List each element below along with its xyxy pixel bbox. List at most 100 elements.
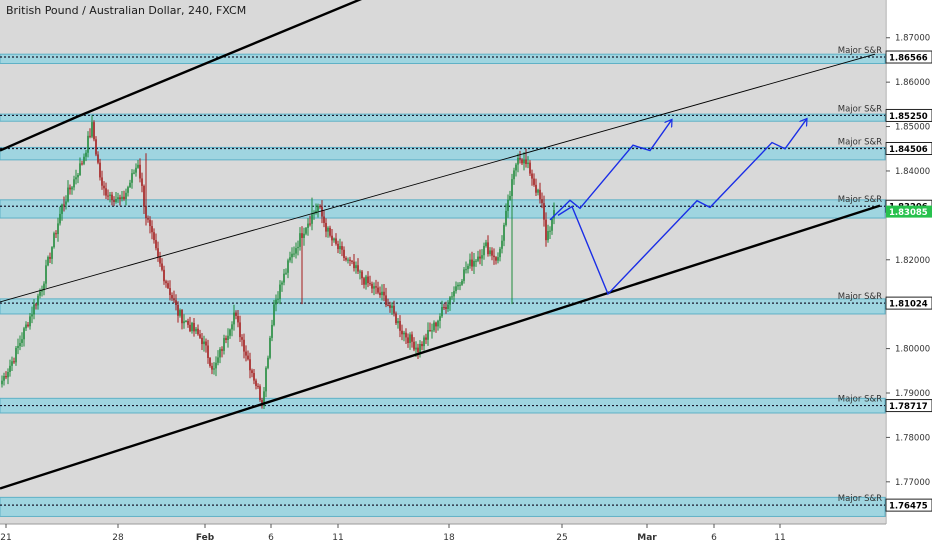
candle-body <box>99 162 101 178</box>
candle-body <box>173 298 175 301</box>
time-tick-label: 21 <box>0 533 11 543</box>
candle-body <box>463 269 465 281</box>
candle-body <box>181 310 183 324</box>
candle-body <box>365 276 367 285</box>
candle-body <box>169 288 171 296</box>
candle-body <box>93 122 95 140</box>
candle-body <box>487 242 489 255</box>
candle-body <box>369 283 371 285</box>
candle-body <box>67 187 69 202</box>
time-tick-label: 28 <box>112 533 124 543</box>
candle-body <box>301 233 303 238</box>
candle-body <box>485 242 487 247</box>
candle-body <box>75 177 77 180</box>
level-price-tag <box>885 399 932 413</box>
candle-body <box>37 295 39 306</box>
candle-body <box>521 159 523 164</box>
candle-body <box>377 287 379 293</box>
candle-body <box>349 259 351 261</box>
candle-body <box>189 324 191 332</box>
candle-body <box>185 320 187 322</box>
candle-body <box>545 219 547 241</box>
level-price-tag <box>885 50 932 64</box>
sr-zone <box>0 199 886 219</box>
candle-body <box>447 304 449 309</box>
candle-body <box>83 156 85 164</box>
candle-body <box>153 232 155 241</box>
candle-body <box>537 189 539 193</box>
candle-body <box>267 357 269 368</box>
candle-body <box>69 187 71 190</box>
candle-body <box>417 347 419 353</box>
level-price-label: 1.78717 <box>889 402 928 412</box>
candle-body <box>269 337 271 358</box>
candle-body <box>399 321 401 331</box>
projection-a-line <box>549 119 672 221</box>
candle-body <box>115 199 117 202</box>
candle-body <box>243 339 245 352</box>
candle-body <box>129 182 131 188</box>
candle-body <box>47 257 49 266</box>
candle-body <box>287 260 289 273</box>
candle-body <box>17 346 19 348</box>
candle-body <box>531 173 533 179</box>
candle-body <box>375 286 377 288</box>
candle-body <box>203 341 205 345</box>
candle-body <box>227 335 229 340</box>
time-tick-label: 18 <box>443 533 455 543</box>
candle-body <box>113 200 115 202</box>
candle-body <box>179 310 181 316</box>
candle-body <box>119 197 121 200</box>
candle-body <box>379 292 381 296</box>
channel-upper-trendline <box>0 0 363 152</box>
candle-body <box>53 233 55 248</box>
candle-body <box>105 188 107 196</box>
candle-body <box>471 259 473 267</box>
candle-body <box>291 253 293 258</box>
candle-body <box>551 218 553 231</box>
candle-body <box>493 255 495 258</box>
candle-body <box>547 231 549 241</box>
candle-body <box>229 329 231 336</box>
price-tick-label: 1.84000 <box>895 167 930 177</box>
candle-body <box>479 256 481 259</box>
candle-body <box>59 213 61 224</box>
level-price-tag <box>885 108 932 122</box>
candle-body <box>187 320 189 325</box>
candle-body <box>525 159 527 165</box>
candle-body <box>15 347 17 363</box>
candle-body <box>281 282 283 285</box>
candle-body <box>541 199 543 204</box>
candle-body <box>111 194 113 201</box>
candle-body <box>529 162 531 174</box>
candle-body <box>159 256 161 264</box>
candle-body <box>315 210 317 214</box>
candle-body <box>73 179 75 188</box>
price-tick-label: 1.77000 <box>895 478 930 488</box>
chart-title: British Pound / Australian Dollar, 240, … <box>6 4 247 17</box>
candle-body <box>55 233 57 235</box>
candle-body <box>25 324 27 329</box>
candle-body <box>357 265 359 272</box>
level-price-label: 1.86566 <box>889 54 928 64</box>
candle-body <box>263 391 265 406</box>
candle-body <box>81 163 83 165</box>
candle-body <box>151 226 153 233</box>
projection-b-line <box>557 119 807 296</box>
candle-body <box>265 367 267 392</box>
candle-body <box>437 320 439 327</box>
level-price-label: 1.85250 <box>889 112 928 122</box>
sr-zone <box>0 53 886 65</box>
candle-body <box>309 223 311 225</box>
level-price-tag <box>885 498 932 512</box>
candle-body <box>19 342 21 347</box>
candle-body <box>491 250 493 256</box>
candle-body <box>121 196 123 200</box>
level-price-label: 1.81024 <box>889 300 928 310</box>
candle-body <box>353 261 355 269</box>
candle-body <box>443 307 445 309</box>
candle-body <box>451 296 453 298</box>
sr-label: Major S&R <box>838 46 882 56</box>
